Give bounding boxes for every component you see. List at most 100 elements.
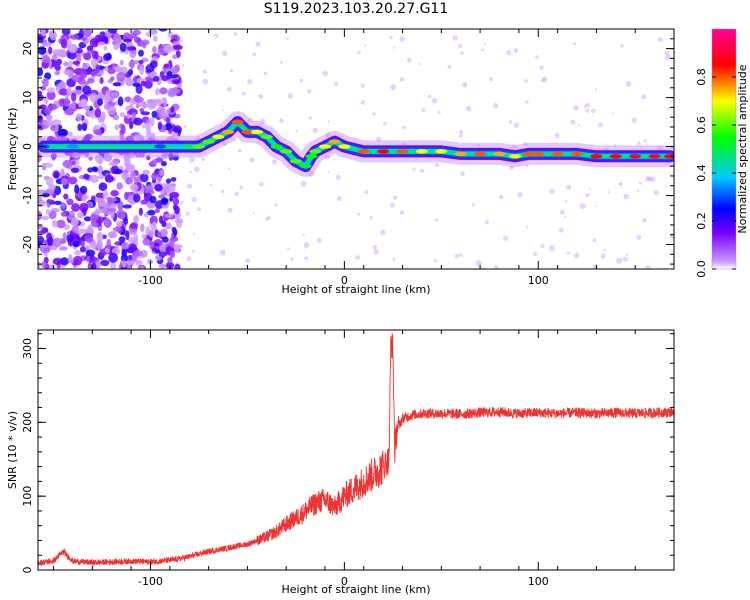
noise-blob <box>104 174 114 183</box>
noise-blob <box>68 131 73 137</box>
noise-blob <box>79 202 89 213</box>
noise-blob <box>143 184 154 194</box>
noise-blob <box>142 169 150 175</box>
noise-blob <box>70 102 76 109</box>
noise-blob <box>124 217 128 225</box>
noise-blob <box>107 29 118 34</box>
noise-dot <box>462 82 468 88</box>
noise-dot <box>357 50 361 55</box>
noise-dot <box>226 86 232 92</box>
noise-blob <box>170 184 176 193</box>
noise-dot <box>427 94 432 99</box>
noise-dot <box>287 247 290 250</box>
snr-point <box>363 480 365 483</box>
noise-blob <box>138 59 144 65</box>
noise-blob <box>72 241 81 248</box>
noise-dot <box>564 215 567 218</box>
noise-blob <box>157 105 165 115</box>
y-tick-label: 300 <box>21 338 34 359</box>
noise-blob <box>104 247 111 253</box>
colorbar-tick-label: 0.2 <box>695 212 708 230</box>
snr-point <box>382 465 384 468</box>
snr-point <box>324 499 326 501</box>
noise-dot <box>238 148 242 153</box>
x-tick-label: -100 <box>138 274 163 287</box>
noise-dot <box>506 50 512 56</box>
noise-dot <box>312 127 319 134</box>
ridge-point <box>212 134 225 139</box>
noise-blob <box>158 170 164 176</box>
noise-dot <box>595 205 598 208</box>
noise-blob <box>83 216 92 222</box>
noise-blob <box>51 220 58 228</box>
noise-blob <box>151 159 158 165</box>
noise-blob <box>129 98 135 108</box>
noise-blob <box>154 208 160 214</box>
noise-dot <box>526 226 529 229</box>
noise-dot <box>241 91 246 96</box>
noise-dot <box>614 144 617 147</box>
noise-blob <box>79 70 88 79</box>
noise-blob <box>59 246 68 251</box>
noise-blob <box>112 226 122 232</box>
noise-blob <box>38 261 42 268</box>
ridge-point <box>319 144 331 149</box>
noise-dot <box>636 234 642 240</box>
noise-dot <box>389 35 393 40</box>
noise-dot <box>525 164 529 168</box>
snr-point <box>537 411 540 414</box>
noise-dot <box>433 259 437 263</box>
noise-dot <box>412 167 416 171</box>
noise-dot <box>258 94 264 99</box>
snr-point <box>576 411 578 414</box>
snr-point <box>595 412 598 415</box>
ridge-point <box>664 154 674 159</box>
noise-blob <box>164 122 173 131</box>
noise-dot <box>511 144 518 151</box>
noise-blob <box>119 112 126 118</box>
noise-dot <box>533 252 538 257</box>
noise-blob <box>45 176 54 187</box>
snr-point <box>62 550 64 553</box>
noise-dot <box>259 182 264 187</box>
noise-blob <box>38 110 42 117</box>
noise-blob <box>124 96 132 103</box>
ridge-point <box>309 149 322 154</box>
noise-blob <box>71 203 80 212</box>
noise-dot <box>221 50 228 57</box>
noise-blob <box>40 29 46 37</box>
noise-blob <box>161 153 171 158</box>
noise-blob <box>119 59 124 66</box>
noise-dot <box>622 256 629 262</box>
noise-blob <box>46 90 56 101</box>
ridge-point <box>280 149 293 154</box>
noise-dot <box>567 251 571 255</box>
noise-dot <box>573 42 577 46</box>
x-tick-label: 0 <box>341 274 348 287</box>
noise-blob <box>171 79 181 85</box>
noise-blob <box>129 199 135 205</box>
noise-blob <box>77 211 84 219</box>
noise-dot <box>488 76 493 82</box>
noise-dot <box>434 218 439 222</box>
noise-dot <box>399 36 405 42</box>
ridge-point <box>192 144 205 149</box>
noise-blob <box>114 124 120 131</box>
y-tick-label: 100 <box>21 486 34 507</box>
noise-blob <box>98 201 106 207</box>
noise-blob <box>152 46 157 54</box>
snr-point <box>440 412 443 415</box>
noise-dot <box>471 203 475 207</box>
ridge-point <box>532 151 545 157</box>
noise-blob <box>96 239 103 250</box>
noise-blob <box>97 165 103 175</box>
noise-blob <box>128 151 135 159</box>
noise-dot <box>202 78 209 85</box>
noise-dot <box>303 242 310 249</box>
noise-dot <box>460 51 464 55</box>
noise-blob <box>146 102 154 109</box>
noise-blob <box>142 238 150 246</box>
ridge-point <box>474 151 487 157</box>
noise-blob <box>124 191 129 200</box>
noise-blob <box>38 152 41 162</box>
